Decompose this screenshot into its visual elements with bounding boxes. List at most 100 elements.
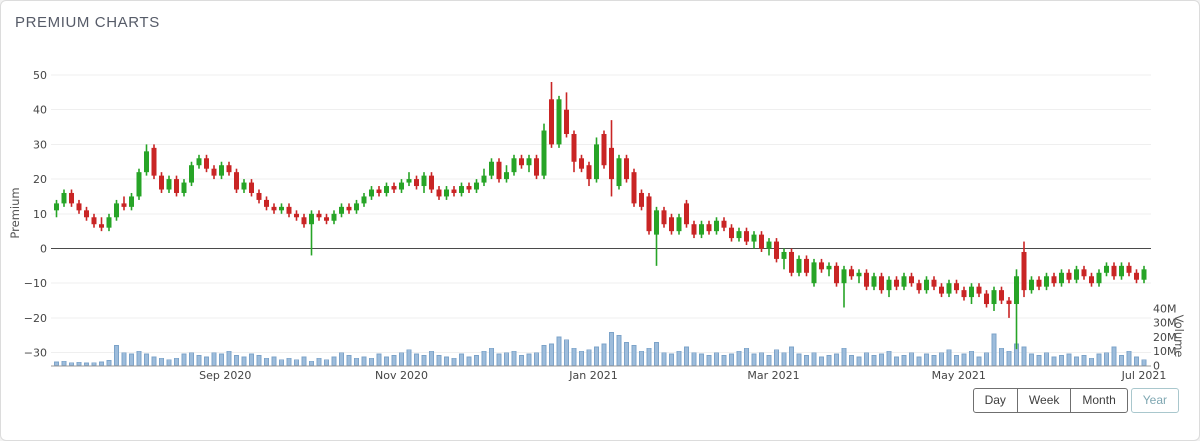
- volume-bar: [969, 350, 974, 366]
- candle-body: [519, 158, 524, 166]
- volume-bar: [1059, 355, 1064, 366]
- volume-bar: [519, 355, 524, 366]
- candle-body: [579, 158, 584, 169]
- candle-body: [1074, 269, 1079, 280]
- volume-bar: [841, 347, 847, 366]
- candle-body: [894, 279, 899, 287]
- volume-bar: [1066, 353, 1072, 366]
- volume-bar: [481, 350, 487, 366]
- volume-bar: [624, 342, 629, 366]
- volume-bar: [1119, 355, 1124, 366]
- volume-tick-label: 30M: [1153, 317, 1177, 330]
- volume-bar: [466, 356, 472, 366]
- volume-bar: [586, 349, 592, 366]
- candle-body: [54, 203, 59, 211]
- range-month-button[interactable]: Month: [1070, 388, 1128, 413]
- volume-bar: [811, 352, 817, 366]
- candle-body: [916, 283, 922, 291]
- volume-bar: [939, 352, 944, 366]
- candle-body: [841, 269, 847, 284]
- volume-bar: [976, 356, 982, 366]
- candle-body: [249, 182, 254, 193]
- volume-bar: [901, 355, 907, 366]
- volume-bar: [151, 356, 157, 366]
- volume-bar: [271, 356, 277, 366]
- candle-body: [474, 182, 479, 190]
- range-day-button[interactable]: Day: [972, 388, 1018, 413]
- candle-body: [646, 196, 652, 232]
- price-axis-title: Premium: [8, 187, 22, 238]
- candle-body: [609, 147, 614, 180]
- volume-bar: [1029, 353, 1034, 366]
- range-week-button[interactable]: Week: [1016, 388, 1072, 413]
- volume-bar: [309, 360, 314, 366]
- candle-body: [549, 99, 554, 145]
- candle-body: [309, 213, 314, 225]
- volume-bar: [676, 350, 682, 366]
- volume-bar: [669, 353, 674, 366]
- volume-bar: [894, 356, 899, 366]
- candle-body: [354, 203, 359, 211]
- volume-bar: [301, 356, 307, 366]
- volume-bar: [1141, 359, 1147, 366]
- volume-bar: [691, 352, 697, 366]
- volume-bar: [384, 356, 389, 366]
- candle-body: [376, 189, 382, 193]
- volume-bar: [331, 356, 337, 366]
- volume-bar: [114, 345, 119, 366]
- volume-bar: [1021, 346, 1027, 366]
- volume-bar: [166, 359, 172, 366]
- volume-bar: [106, 360, 112, 366]
- volume-bar: [954, 355, 959, 366]
- volume-bar: [361, 356, 367, 366]
- range-year-button[interactable]: Year: [1130, 388, 1179, 413]
- candle-body: [196, 158, 202, 166]
- x-tick-label: Jul 2021: [1121, 369, 1167, 382]
- candle-body: [1059, 272, 1064, 284]
- volume-bar: [429, 350, 434, 366]
- candle-body: [661, 210, 667, 225]
- volume-bar: [181, 353, 187, 366]
- candle-body: [316, 213, 322, 218]
- candle-body: [819, 262, 824, 270]
- candle-body: [324, 217, 329, 221]
- candle-body: [301, 217, 307, 225]
- candle-body: [384, 186, 389, 193]
- candle-body: [721, 220, 727, 228]
- volume-bar: [436, 355, 442, 366]
- candle-body: [129, 196, 134, 207]
- volume-bar: [354, 357, 359, 366]
- candle-body: [774, 241, 779, 259]
- candle-body: [969, 286, 974, 298]
- candle-body: [901, 276, 907, 287]
- candle-body: [99, 224, 104, 228]
- volume-bar: [174, 357, 179, 366]
- candle-body: [264, 199, 269, 207]
- volume-bar: [369, 357, 374, 366]
- volume-bar: [1081, 355, 1087, 366]
- candle-body: [256, 192, 262, 200]
- volume-bar: [129, 353, 134, 366]
- volume-bar: [631, 345, 637, 366]
- candle-body: [684, 203, 689, 225]
- candle-body: [654, 210, 659, 235]
- candle-body: [271, 206, 277, 211]
- candle-body: [204, 158, 209, 169]
- volume-bar: [609, 332, 614, 366]
- volume-bar: [189, 352, 194, 366]
- candle-body: [571, 133, 577, 162]
- candle-body: [804, 258, 809, 273]
- volume-bar: [534, 352, 539, 366]
- candle-body: [1096, 272, 1102, 284]
- candle-body: [414, 179, 419, 187]
- volume-bar: [451, 357, 457, 366]
- volume-bar: [789, 346, 794, 366]
- volume-bar: [751, 353, 757, 366]
- volume-bar: [504, 352, 509, 366]
- volume-bar: [316, 357, 322, 366]
- volume-bar: [324, 359, 329, 366]
- candle-body: [946, 283, 952, 294]
- candle-body: [556, 99, 562, 145]
- candle-body: [954, 283, 959, 291]
- volume-bar: [1126, 350, 1132, 366]
